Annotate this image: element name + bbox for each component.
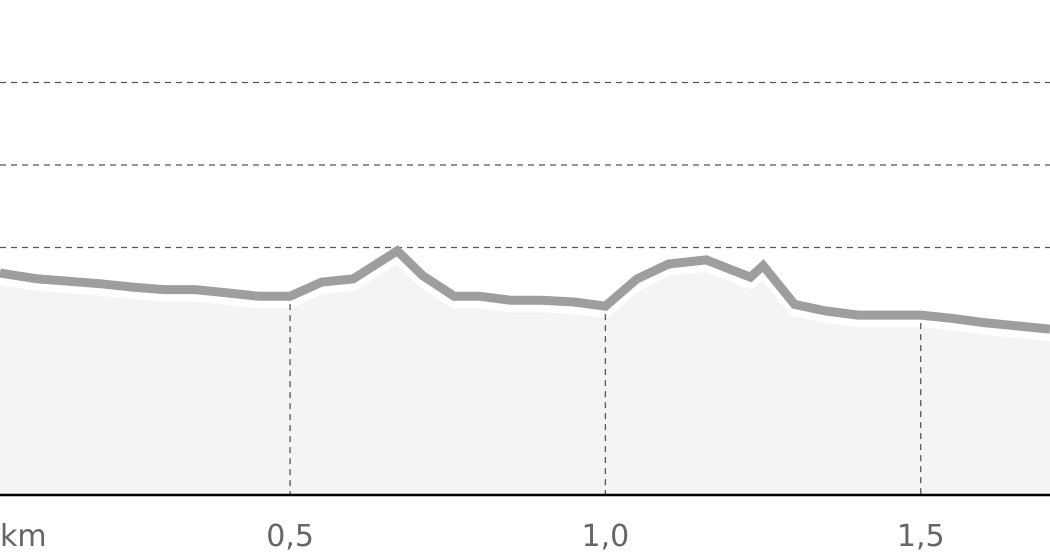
x-tick-label-3: 1,5: [897, 519, 945, 554]
x-tick-labels: km 0,5 1,0 1,5: [0, 519, 945, 554]
x-tick-label-2: 1,0: [582, 519, 630, 554]
x-tick-label-1: 0,5: [266, 519, 314, 554]
vertical-gridlines: [289, 304, 922, 495]
elevation-line: [0, 245, 1050, 334]
elevation-line-halo: [0, 250, 1050, 342]
x-unit-label: km: [0, 519, 47, 554]
elevation-area: [0, 250, 1050, 495]
